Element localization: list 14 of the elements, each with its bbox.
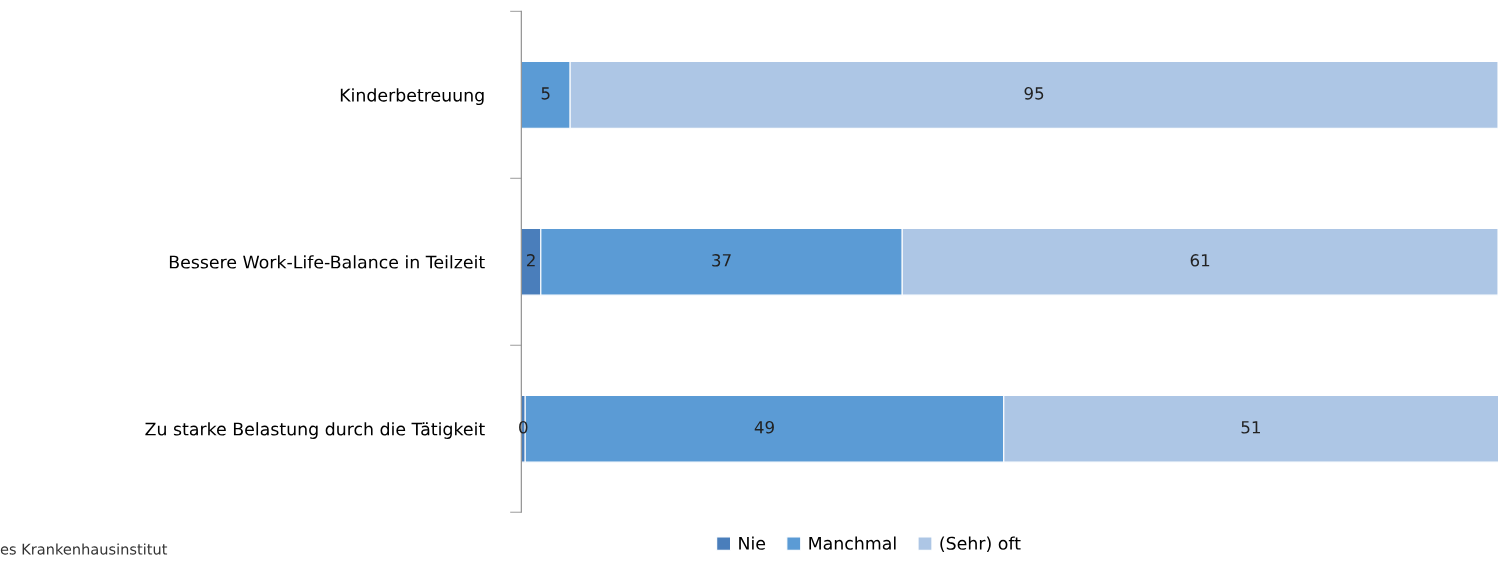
y-tick-label: Zu starke Belastung durch die Tätigkeit xyxy=(145,422,485,439)
legend-label: Nie xyxy=(739,536,766,550)
y-tick-label: Bessere Work-Life-Balance in Teilzeit xyxy=(169,255,485,269)
data-label: 95 xyxy=(1024,87,1044,100)
data-label: 49 xyxy=(754,420,774,434)
legend-label: Manchmal xyxy=(809,536,896,550)
data-label: 51 xyxy=(1241,421,1260,434)
data-label: 61 xyxy=(1190,254,1210,267)
legend-label: (Sehr) oft xyxy=(940,536,1021,552)
text: es Krankenhausinstitut xyxy=(0,543,168,555)
data-label: 37 xyxy=(712,254,731,267)
data-label: 5 xyxy=(541,87,550,100)
y-tick-label: Kinderbetreuung xyxy=(340,88,484,106)
data-label: 2 xyxy=(526,254,535,267)
